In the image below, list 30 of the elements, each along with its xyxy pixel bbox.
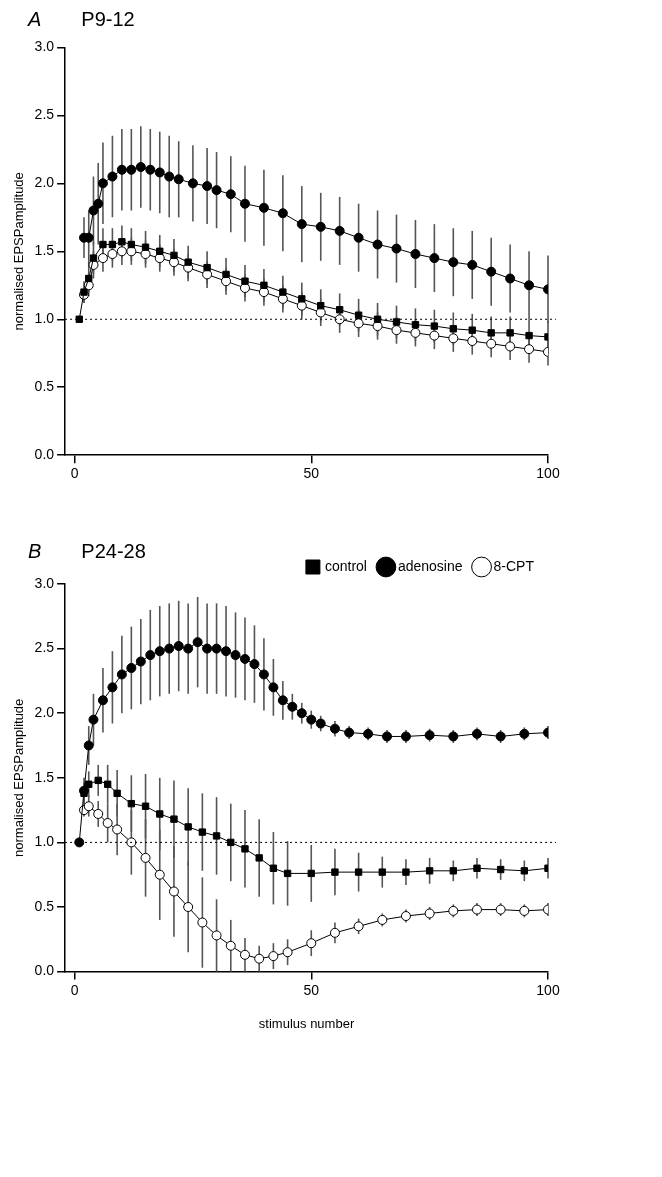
y-tick-label: 1.0 <box>34 310 55 327</box>
y-tick-label: 0.0 <box>34 962 55 979</box>
y-tick-label: 2.5 <box>34 639 55 656</box>
chart-title: P24-28 <box>81 540 146 563</box>
y-tick-label: 2.5 <box>34 106 55 123</box>
y-tick-label: 3.0 <box>34 574 55 591</box>
x-axis-title: stimulus number <box>258 1015 355 1031</box>
legend-label: control <box>324 557 367 574</box>
y-tick-label: 0.5 <box>34 897 55 914</box>
y-tick-label: 2.0 <box>34 174 55 191</box>
text: A <box>28 8 42 31</box>
y-tick-label: 1.5 <box>34 768 55 785</box>
y-tick-label: 1.5 <box>34 242 55 259</box>
legend-label: adenosine <box>397 557 463 574</box>
y-tick-label: 0.5 <box>34 378 55 395</box>
x-tick-label: 50 <box>303 981 320 998</box>
x-tick-label: 100 <box>536 465 560 482</box>
legend-label: 8-CPT <box>493 557 535 574</box>
y-axis-title: normalised EPSPamplitude <box>11 698 27 857</box>
x-tick-label: 0 <box>70 981 79 998</box>
chart-title: P9-12 <box>81 8 135 31</box>
x-tick-label: 50 <box>303 465 320 482</box>
text: B <box>28 540 42 563</box>
y-tick-label: 3.0 <box>34 38 55 55</box>
x-tick-label: 100 <box>536 981 560 998</box>
y-tick-label: 2.0 <box>34 704 55 721</box>
x-tick-label: 0 <box>70 465 79 482</box>
y-tick-label: 0.0 <box>34 446 55 463</box>
y-axis-title: normalised EPSPamplitude <box>11 172 27 331</box>
y-tick-label: 1.0 <box>34 833 55 850</box>
